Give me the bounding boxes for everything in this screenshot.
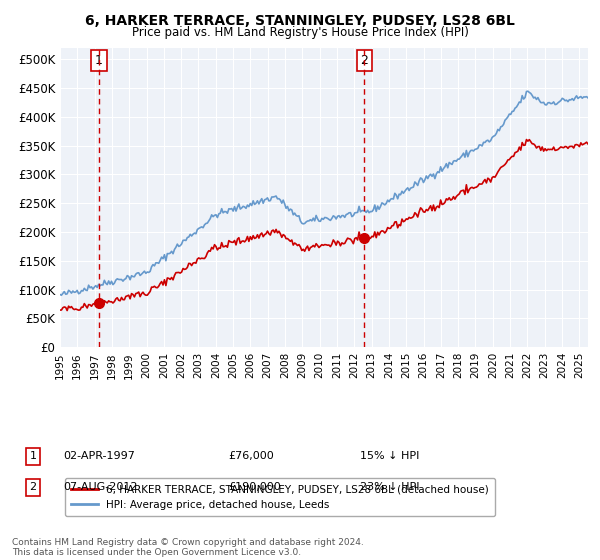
Text: Contains HM Land Registry data © Crown copyright and database right 2024.
This d: Contains HM Land Registry data © Crown c… [12, 538, 364, 557]
Text: 23% ↓ HPI: 23% ↓ HPI [360, 482, 419, 492]
Text: £76,000: £76,000 [228, 451, 274, 461]
Text: 6, HARKER TERRACE, STANNINGLEY, PUDSEY, LS28 6BL: 6, HARKER TERRACE, STANNINGLEY, PUDSEY, … [85, 14, 515, 28]
Text: 1: 1 [95, 54, 103, 67]
Text: 15% ↓ HPI: 15% ↓ HPI [360, 451, 419, 461]
Legend: 6, HARKER TERRACE, STANNINGLEY, PUDSEY, LS28 6BL (detached house), HPI: Average : 6, HARKER TERRACE, STANNINGLEY, PUDSEY, … [65, 478, 495, 516]
Text: £190,000: £190,000 [228, 482, 281, 492]
Text: 1: 1 [29, 451, 37, 461]
Text: 2: 2 [361, 54, 368, 67]
Text: 02-APR-1997: 02-APR-1997 [63, 451, 135, 461]
Text: Price paid vs. HM Land Registry's House Price Index (HPI): Price paid vs. HM Land Registry's House … [131, 26, 469, 39]
Text: 2: 2 [29, 482, 37, 492]
Text: 07-AUG-2012: 07-AUG-2012 [63, 482, 137, 492]
